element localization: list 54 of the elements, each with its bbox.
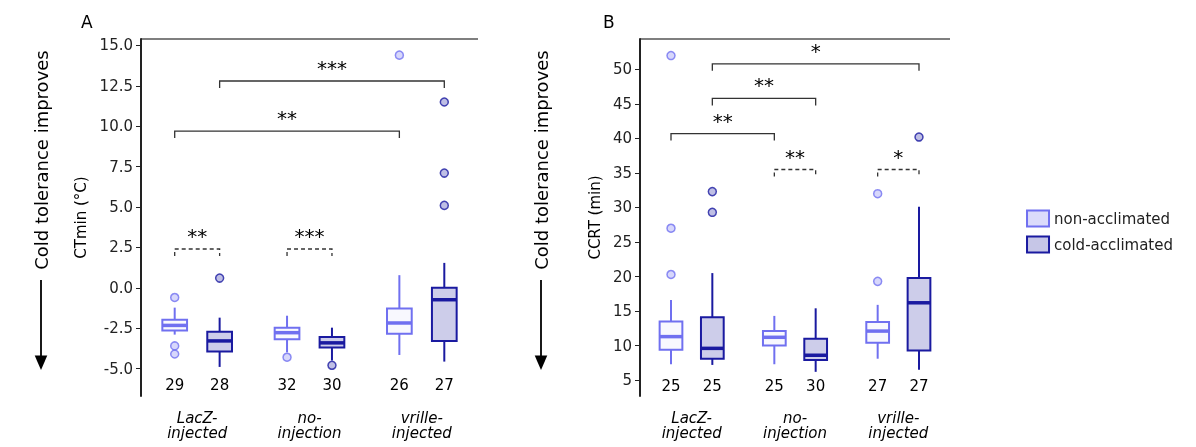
annotation: 28 (210, 375, 230, 394)
annotation: 25 (764, 377, 784, 396)
annotation: 27 (868, 377, 888, 396)
annotation: 27 (434, 375, 454, 394)
y-tick-label: 10 (612, 336, 632, 355)
y-tick-label: 25 (612, 233, 632, 252)
x-tick-label: LacZ- injected (167, 408, 228, 442)
y-axis-title: CCRT (min) (585, 175, 604, 260)
y-tick-label: 0.0 (109, 278, 133, 297)
y-tick-label: -5.0 (103, 359, 133, 378)
annotation: ** (712, 108, 733, 133)
y-tick-label: 12.5 (99, 76, 133, 95)
chart-title: A (81, 11, 93, 32)
y-axis-title: CTmin (°C) (72, 176, 91, 259)
x-tick-label: vrille- injected (868, 408, 929, 442)
annotation: 27 (909, 377, 929, 396)
y-tick-label: 35 (612, 163, 632, 182)
annotation: 32 (277, 375, 297, 394)
y-tick-label: 5 (622, 371, 632, 390)
y-tick-label: -2.5 (103, 319, 133, 338)
text: Cold tolerance improves (31, 49, 53, 272)
y-tick-label: 10.0 (99, 117, 133, 136)
annotation: 25 (702, 377, 722, 396)
y-tick-label: 40 (612, 129, 632, 148)
annotation: ** (785, 144, 805, 169)
annotation: ** (187, 224, 208, 248)
text: Cold tolerance improves (531, 49, 553, 272)
annotation: 29 (165, 375, 185, 394)
annotation: 30 (806, 377, 826, 396)
annotation: * (893, 144, 904, 169)
y-tick-label: 2.5 (109, 238, 133, 257)
annotation: *** (316, 56, 347, 80)
chart-title: B (603, 11, 615, 32)
y-tick-label: 45 (612, 94, 632, 113)
legend-label: cold-acclimated (1054, 235, 1173, 254)
y-tick-label: 5.0 (109, 198, 133, 216)
y-tick-label: 7.5 (109, 157, 133, 176)
annotation: 30 (322, 375, 342, 394)
x-tick-label: vrille- injected (391, 408, 453, 442)
y-tick-label: 15.0 (99, 36, 133, 55)
annotation: *** (294, 224, 325, 248)
annotation: * (810, 38, 821, 63)
x-tick-label: no- injection (277, 408, 342, 442)
y-tick-label: 20 (612, 267, 632, 286)
annotation: ** (754, 73, 774, 98)
y-tick-label: 15 (612, 302, 632, 321)
x-tick-label: LacZ- injected (661, 408, 723, 442)
annotation: ** (277, 106, 298, 131)
annotation: 25 (661, 377, 681, 396)
legend-label: non-acclimated (1054, 209, 1171, 228)
y-tick-label: 30 (612, 198, 632, 217)
x-tick-label: no- injection (762, 408, 828, 442)
y-tick-label: 50 (612, 60, 632, 79)
annotation: 26 (389, 375, 409, 394)
